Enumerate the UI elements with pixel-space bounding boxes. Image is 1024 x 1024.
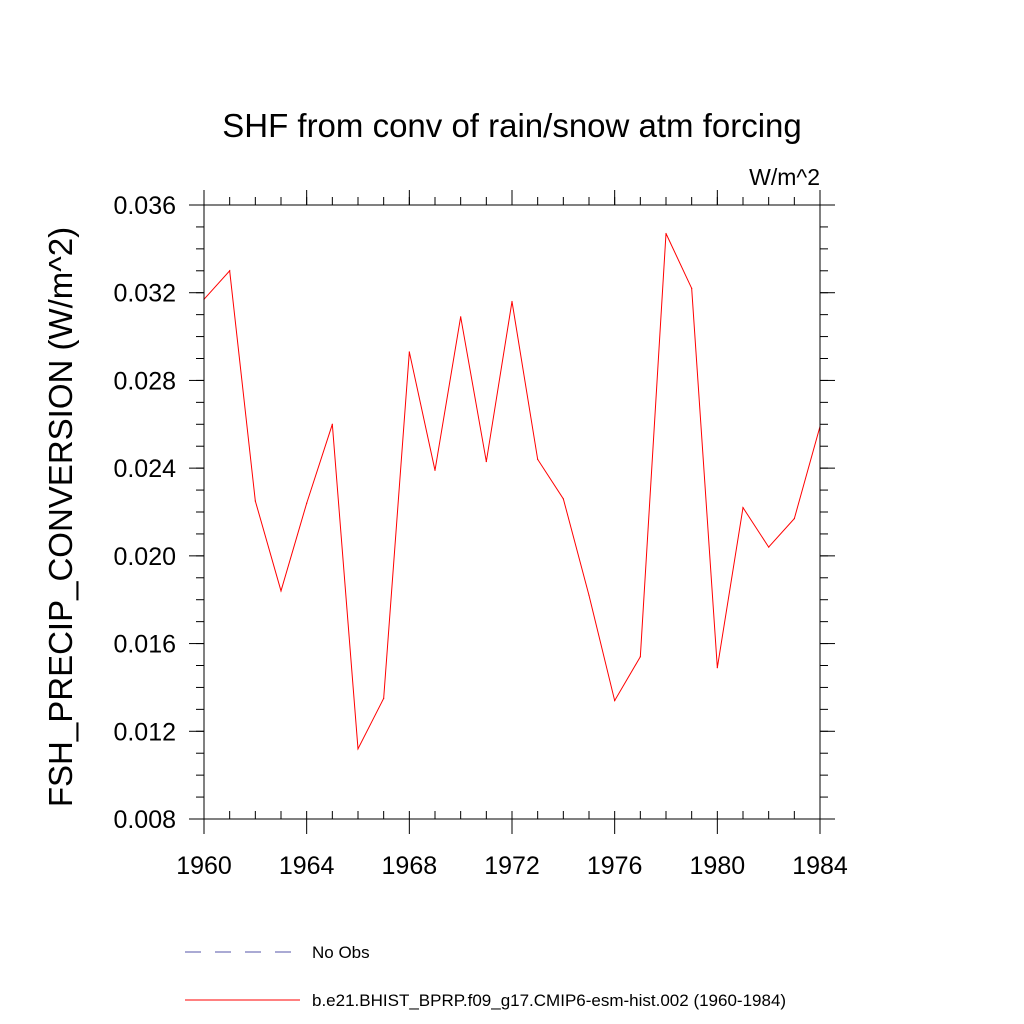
data-point [768, 546, 770, 548]
data-point [588, 594, 590, 596]
y-tick-label: 0.012 [113, 718, 176, 746]
series-line-1 [203, 233, 821, 751]
data-point [537, 458, 539, 460]
data-point [408, 351, 410, 353]
data-point [357, 748, 359, 750]
y-tick-labels: 0.008 0.012 0.016 0.020 0.024 0.028 0.032 0.036 [113, 192, 176, 834]
data-point [460, 316, 462, 318]
y-tick-label: 0.036 [113, 192, 176, 220]
x-tick-label: 1964 [279, 852, 335, 880]
x-tick-label: 1972 [484, 852, 540, 880]
data-point [434, 469, 436, 471]
y-tick-label: 0.016 [113, 631, 176, 659]
x-tick-label: 1980 [690, 852, 746, 880]
data-point [306, 502, 308, 504]
plot-frame [203, 204, 821, 820]
series-layer [203, 232, 821, 751]
data-point [614, 699, 616, 702]
data-point [511, 300, 513, 303]
data-point [562, 498, 564, 500]
data-point [280, 590, 282, 592]
x-tick-label: 1960 [176, 852, 232, 880]
y-tick-label: 0.008 [113, 806, 176, 834]
legend-label-model: b.e21.BHIST_BPRP.f09_g17.CMIP6-esm-hist.… [312, 991, 786, 1010]
data-point [229, 270, 231, 272]
data-point [331, 423, 333, 425]
legend-label-no-obs: No Obs [312, 943, 370, 962]
legend: No Obs b.e21.BHIST_BPRP.f09_g17.CMIP6-es… [185, 943, 786, 1010]
x-tick-label: 1976 [587, 852, 643, 880]
data-point [383, 697, 385, 699]
y-tick-label: 0.024 [113, 455, 176, 483]
x-tick-label: 1968 [382, 852, 438, 880]
y-tick-label: 0.020 [113, 543, 176, 571]
x-tick-label: 1984 [792, 852, 848, 880]
y-tick-label: 0.032 [113, 280, 176, 308]
major-ticks [189, 190, 835, 834]
units-label: W/m^2 [749, 164, 820, 190]
data-point [254, 500, 256, 502]
data-point [742, 507, 744, 509]
data-point [639, 656, 641, 658]
minor-ticks [196, 197, 828, 820]
data-point [485, 460, 487, 463]
chart-title: SHF from conv of rain/snow atm forcing [222, 107, 802, 144]
data-point [716, 667, 718, 669]
data-point [691, 287, 693, 289]
data-point [793, 517, 795, 520]
data-point [665, 232, 667, 235]
y-tick-label: 0.028 [113, 367, 176, 395]
y-axis-label: FSH_PRECIP_CONVERSION (W/m^2) [42, 227, 79, 807]
x-tick-labels: 1960 1964 1968 1972 1976 1980 1984 [176, 852, 848, 880]
